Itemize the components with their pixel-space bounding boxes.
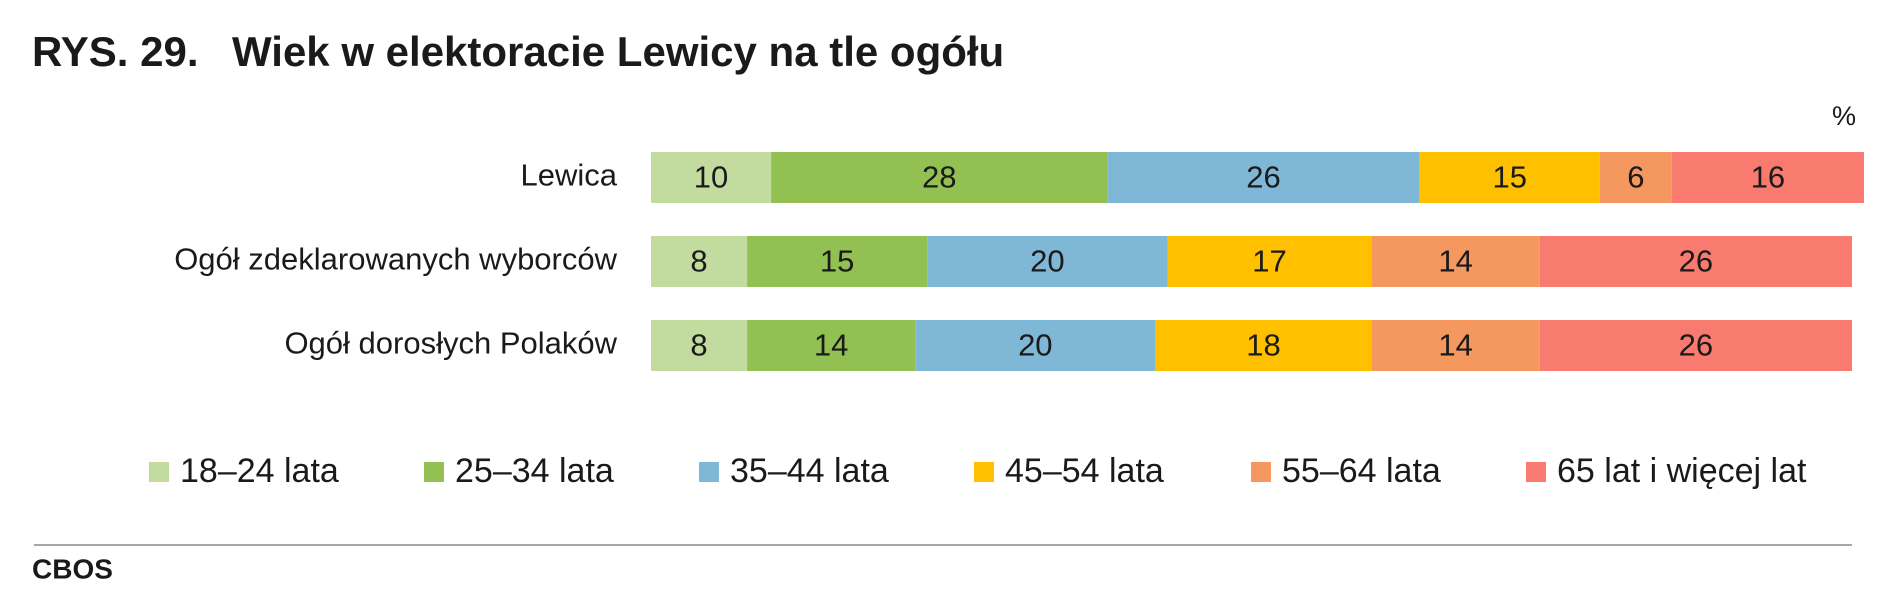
value-label: 15 <box>820 244 854 279</box>
bar-segment <box>651 320 748 371</box>
bar-segment <box>1419 152 1600 203</box>
unit-label: % <box>1832 101 1856 131</box>
value-label: 20 <box>1030 244 1064 279</box>
legend-swatch <box>974 462 994 482</box>
legend-label: 35–44 lata <box>730 452 889 490</box>
legend-swatch <box>699 462 719 482</box>
bar-segment <box>1671 152 1865 203</box>
bar-segment <box>651 236 748 287</box>
category-label: Lewica <box>521 158 618 193</box>
bar-segment <box>1155 320 1372 371</box>
value-label: 15 <box>1492 160 1526 195</box>
value-label: 6 <box>1627 160 1644 195</box>
legend-swatch <box>149 462 169 482</box>
legend-label: 65 lat i więcej lat <box>1557 452 1807 490</box>
value-label: 10 <box>694 160 728 195</box>
legend-label: 18–24 lata <box>180 452 339 490</box>
legend-label: 55–64 lata <box>1282 452 1441 490</box>
bar-segment <box>1371 236 1540 287</box>
bar-segment <box>927 236 1168 287</box>
category-label: Ogół zdeklarowanych wyborców <box>174 242 617 277</box>
value-label: 26 <box>1679 328 1713 363</box>
bar-segment <box>1599 152 1672 203</box>
value-label: 26 <box>1246 160 1280 195</box>
value-label: 18 <box>1246 328 1280 363</box>
value-label: 14 <box>1438 328 1472 363</box>
bar-segment <box>747 236 928 287</box>
bar-segment <box>1539 236 1852 287</box>
bar-segment <box>1107 152 1420 203</box>
value-label: 14 <box>814 328 848 363</box>
bar-segment <box>915 320 1156 371</box>
legend-swatch <box>1251 462 1271 482</box>
value-label: 17 <box>1252 244 1286 279</box>
value-label: 20 <box>1018 328 1052 363</box>
value-label: 28 <box>922 160 956 195</box>
chart-title: Wiek w elektoracie Lewicy na tle ogółu <box>232 28 1004 75</box>
legend-label: 25–34 lata <box>455 452 614 490</box>
value-label: 8 <box>690 244 707 279</box>
value-label: 16 <box>1751 160 1785 195</box>
figure-label: RYS. 29. <box>32 28 199 75</box>
value-label: 26 <box>1679 244 1713 279</box>
category-label: Ogół dorosłych Polaków <box>284 326 617 361</box>
bar-segment <box>747 320 916 371</box>
value-label: 14 <box>1438 244 1472 279</box>
bar-segment <box>651 152 772 203</box>
bar-segment <box>771 152 1108 203</box>
legend-swatch <box>424 462 444 482</box>
legend-swatch <box>1526 462 1546 482</box>
bar-segment <box>1539 320 1852 371</box>
bar-segment <box>1167 236 1372 287</box>
value-label: 8 <box>690 328 707 363</box>
bar-segment <box>1371 320 1540 371</box>
legend-label: 45–54 lata <box>1005 452 1164 490</box>
source: CBOS <box>32 553 113 584</box>
